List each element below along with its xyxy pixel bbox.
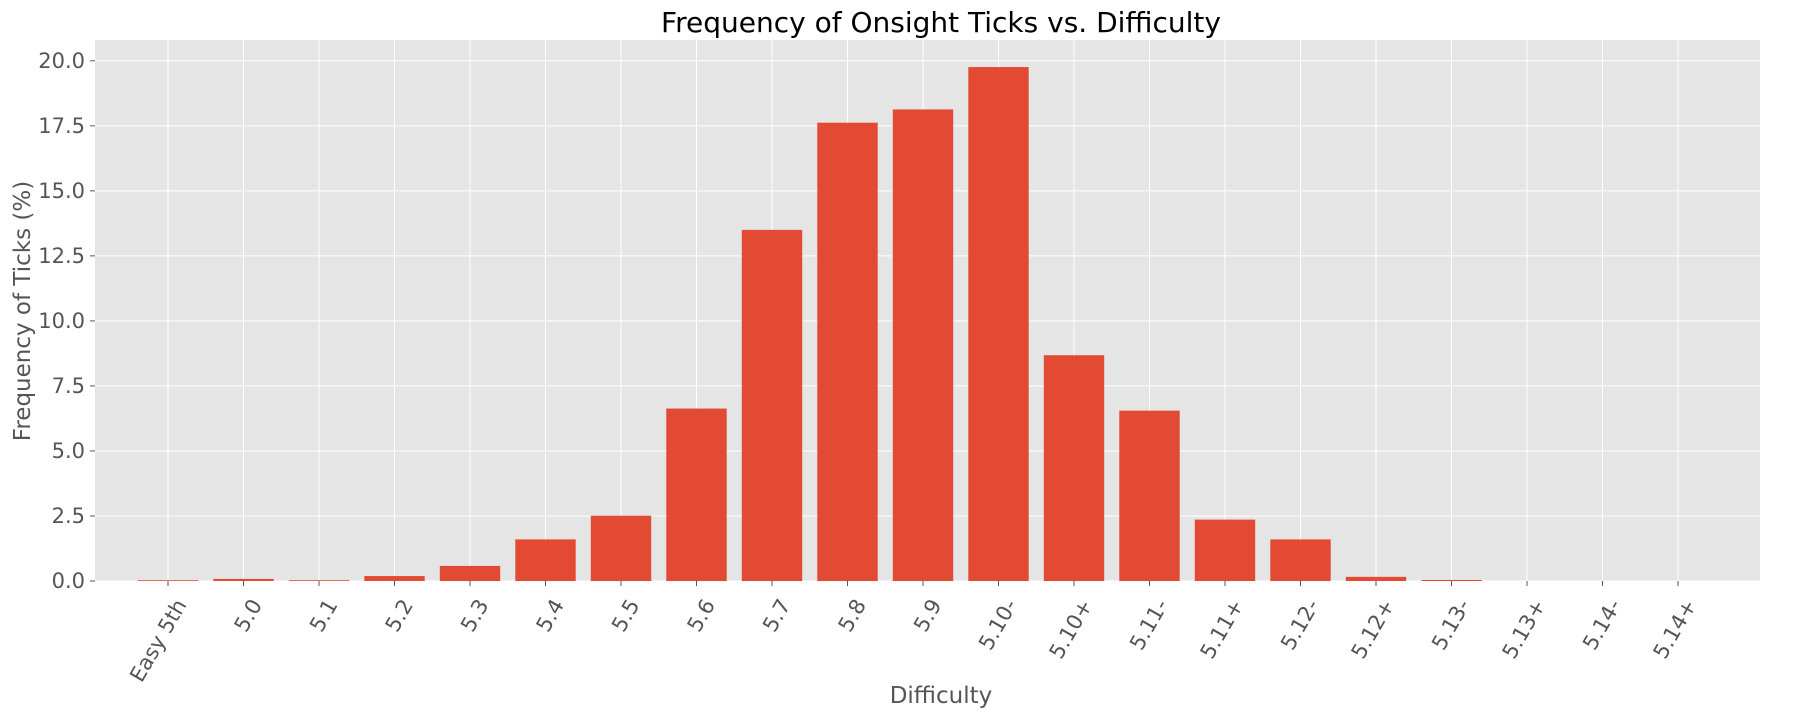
bar-easy-5th <box>137 580 199 581</box>
y-tick-label: 0.0 <box>52 569 85 593</box>
x-tick-label: 5.8 <box>834 595 871 636</box>
x-tick-label: 5.1 <box>305 595 342 636</box>
bar-5-9 <box>892 109 954 581</box>
x-tick-label: 5.14- <box>1578 595 1626 654</box>
x-tick-label: 5.7 <box>758 595 795 636</box>
bar-5-12- <box>1345 576 1407 581</box>
x-tick-label: 5.6 <box>683 595 720 636</box>
x-tick-label: 5.2 <box>381 595 418 636</box>
x-tick-label: 5.9 <box>909 595 946 636</box>
y-tick-label: 15.0 <box>38 179 85 203</box>
bar-5-11- <box>1194 519 1256 581</box>
bar-5-7 <box>741 229 803 582</box>
bar-5-12- <box>1270 539 1331 581</box>
x-tick-label: 5.3 <box>456 595 493 636</box>
y-tick-label: 2.5 <box>52 504 85 528</box>
bar-5-11- <box>1119 410 1180 581</box>
bar-5-10- <box>968 67 1029 582</box>
bar-5-2 <box>364 576 425 581</box>
x-tick-label: Easy 5th <box>125 595 191 686</box>
x-tick-label: 5.12+ <box>1347 595 1400 663</box>
chart-title: Frequency of Onsight Ticks vs. Difficult… <box>661 6 1221 39</box>
y-axis-label: Frequency of Ticks (%) <box>10 181 36 441</box>
bar-5-8 <box>817 122 878 582</box>
x-axis-ticks: Easy 5th 5.0 5.1 5.2 5.3 5.4 5.5 5.6 5.7 5.8 5.9 5.… <box>125 581 1701 686</box>
y-tick-label: 7.5 <box>52 374 85 398</box>
bar-5-13- <box>1421 579 1482 581</box>
x-tick-label: 5.13- <box>1427 595 1475 654</box>
x-tick-label: 5.10+ <box>1045 595 1098 663</box>
x-tick-label: 5.13+ <box>1498 595 1551 663</box>
y-tick-label: 10.0 <box>38 309 85 333</box>
y-tick-label: 20.0 <box>38 49 85 73</box>
y-tick-label: 12.5 <box>38 244 85 268</box>
x-tick-label: 5.14+ <box>1649 595 1702 663</box>
bar-5-0 <box>213 578 274 581</box>
y-tick-label: 17.5 <box>38 114 85 138</box>
bars <box>137 67 1482 582</box>
bar-5-1 <box>288 580 350 581</box>
bar-5-5 <box>590 515 652 581</box>
x-axis-label: Difficulty <box>890 683 993 709</box>
bar-5-3 <box>439 565 501 581</box>
x-tick-label: 5.12- <box>1276 595 1324 654</box>
bar-5-6 <box>666 408 727 581</box>
x-tick-label: 5.10- <box>974 595 1022 654</box>
x-tick-label: 5.5 <box>607 595 644 636</box>
bar-5-10- <box>1043 355 1105 581</box>
x-tick-label: 5.11- <box>1125 595 1173 654</box>
x-tick-label: 5.11+ <box>1196 595 1249 663</box>
y-axis-ticks: 0.0 2.5 5.0 7.5 10.0 12.5 15.0 17.5 20.0 <box>38 49 95 593</box>
x-tick-label: 5.4 <box>532 595 569 636</box>
bar-5-4 <box>515 539 576 581</box>
x-tick-label: 5.0 <box>230 595 267 636</box>
y-tick-label: 5.0 <box>52 439 85 463</box>
